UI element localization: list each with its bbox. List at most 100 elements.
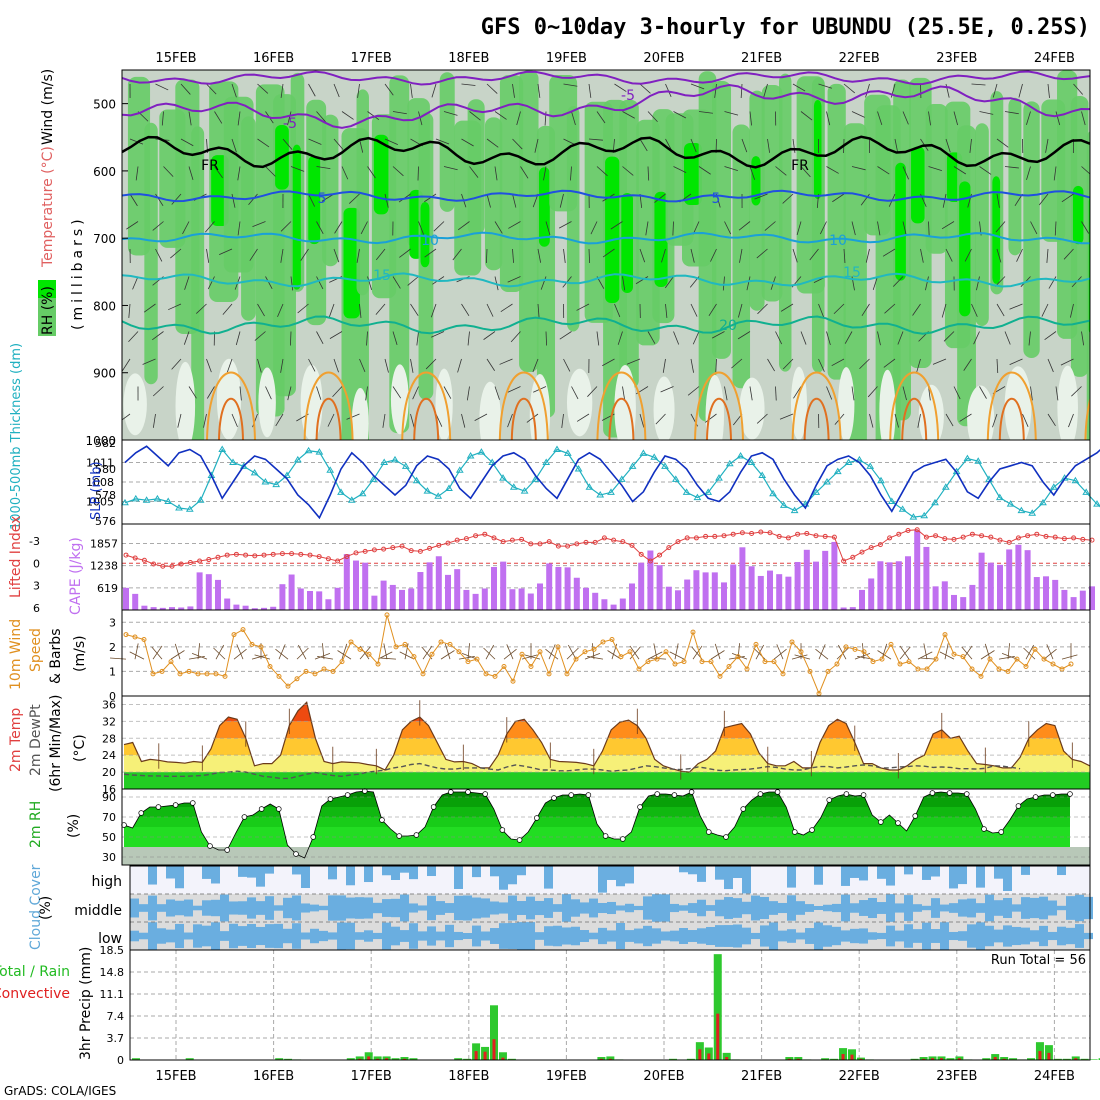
- cloud-high-cell: [877, 866, 886, 879]
- wind-barb: [928, 386, 931, 401]
- cape-bar: [629, 583, 635, 610]
- rh2m-point: [207, 843, 213, 849]
- cloud-high-cell: [265, 866, 274, 874]
- cape-bar: [187, 606, 194, 610]
- wind-barb-10m: [399, 651, 415, 660]
- wind-barb: [655, 413, 666, 425]
- wind-barb: [467, 331, 470, 346]
- rh2m-point: [929, 790, 936, 796]
- wind-barb-10m: [1025, 644, 1035, 660]
- wind-barb: [392, 386, 402, 399]
- cloud-low-cell: [382, 922, 391, 950]
- li-point: [233, 551, 239, 557]
- wind-barb: [545, 331, 548, 346]
- thickness-point: [250, 468, 259, 476]
- temp2m-panel: [122, 700, 1090, 789]
- wind10m-ylabel: 10m Wind: [8, 619, 24, 690]
- cloud-low-cell: [589, 932, 598, 940]
- wind-barb-10m: [134, 643, 139, 660]
- wind-barb: [328, 303, 335, 318]
- rh-streak: [241, 116, 256, 321]
- thickness-point: [164, 497, 173, 504]
- precip-conv-bar: [707, 1053, 711, 1060]
- wind-barb-10m: [980, 650, 995, 660]
- wind-barb: [357, 83, 360, 98]
- wind-barb: [884, 303, 896, 314]
- wind-barb: [635, 276, 649, 285]
- li-point: [896, 531, 902, 537]
- rh2m-point: [344, 792, 351, 798]
- wind-speed-point: [573, 656, 579, 662]
- wind-barb: [912, 303, 921, 316]
- cape-bar: [932, 586, 939, 610]
- wind-speed-point: [384, 612, 390, 618]
- contour-label: 5: [712, 191, 721, 207]
- wind-barb: [737, 331, 751, 340]
- wind-barb: [526, 413, 539, 423]
- li-point: [905, 527, 911, 533]
- date-label-top: 20FEB: [643, 51, 684, 66]
- warm-contour: [596, 371, 647, 440]
- wind-barb: [622, 276, 626, 291]
- rh-streak-dark: [959, 181, 971, 317]
- wind-barb-10m: [506, 644, 514, 660]
- date-axis-bottom: 15FEB 16FEB 17FEB 18FEB 19FEB 20FEB 21FEB 22FEB…: [155, 1069, 1075, 1084]
- wind-speed-point: [411, 654, 417, 660]
- cape-bar: [491, 567, 497, 610]
- wind-barb: [128, 331, 139, 343]
- wind-barb: [775, 331, 783, 345]
- cape-bar: [353, 560, 359, 610]
- wind-barb: [443, 166, 458, 171]
- li-point: [132, 555, 138, 561]
- wind-barb: [826, 111, 831, 126]
- li-point: [666, 545, 672, 551]
- thickness-point: [596, 491, 605, 498]
- rh2m-point: [293, 851, 299, 857]
- wind-barb: [588, 248, 591, 264]
- rh2m-point: [688, 789, 695, 795]
- li-point: [684, 535, 690, 541]
- cloud-mid-cell: [724, 897, 733, 919]
- thickness-point: [995, 493, 1004, 501]
- wind-barb-10m: [773, 648, 787, 660]
- thickness-point: [574, 465, 583, 472]
- thickness-tick: 580: [95, 463, 116, 476]
- thickness-point: [974, 457, 983, 464]
- li-point: [721, 533, 727, 539]
- wind-barb: [418, 111, 423, 126]
- warm-contour: [791, 371, 842, 440]
- cloud-mid-cell: [535, 900, 544, 916]
- wind-barb: [184, 276, 190, 290]
- cape-bar: [159, 607, 166, 610]
- wind-barb-10m: [961, 646, 973, 660]
- cloud-low-cell: [625, 930, 634, 942]
- wind-barb-10m: [692, 645, 703, 660]
- wind-barb: [231, 83, 237, 98]
- cape-bar: [987, 562, 994, 610]
- cloud-mid-cell: [679, 905, 688, 911]
- wind-barb: [1018, 83, 1023, 98]
- wind-barb: [1041, 303, 1049, 317]
- cloud-mid-cell: [688, 903, 697, 913]
- wind-barb: [367, 166, 376, 179]
- cloud-high-cell: [616, 866, 625, 887]
- rh2m-point: [946, 790, 953, 796]
- rh2m-point: [895, 820, 901, 826]
- cloud-mid-cell: [274, 905, 283, 911]
- wind-barb: [976, 276, 980, 291]
- rh-streak: [843, 123, 867, 440]
- thickness-point: [207, 471, 216, 478]
- rh-dry-pocket: [479, 381, 501, 440]
- li-point: [1061, 536, 1067, 542]
- wind-speed-point: [141, 636, 147, 642]
- cloud-low-cell: [1003, 925, 1012, 947]
- wind-speed-point: [546, 671, 552, 677]
- wind-barb: [749, 386, 753, 401]
- thickness-point: [553, 445, 561, 452]
- cloud-mid-cell: [895, 903, 904, 913]
- wind-speed-point: [780, 671, 786, 677]
- cloud-low-cell: [1066, 927, 1075, 945]
- rh2m-point: [964, 791, 970, 797]
- contour-label: FR: [201, 158, 219, 174]
